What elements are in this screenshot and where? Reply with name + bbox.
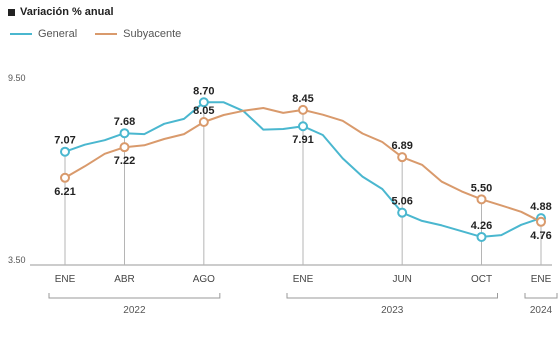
data-label: 4.88 (530, 201, 551, 213)
data-point-subyacente (119, 142, 130, 153)
chart-subtitle: Variación % anual (8, 6, 114, 18)
legend-swatch-subyacente (95, 33, 118, 35)
data-label: 7.07 (54, 135, 75, 147)
data-label: 8.05 (193, 105, 214, 117)
legend: General Subyacente (10, 28, 181, 40)
year-label: 2022 (123, 305, 146, 316)
data-label: 7.68 (114, 116, 135, 128)
data-point-subyacente (298, 104, 308, 115)
legend-label-general: General (38, 28, 78, 40)
data-label: 4.76 (530, 230, 551, 242)
x-tick-label: OCT (471, 274, 492, 285)
x-tick-label: ENE (55, 274, 76, 285)
x-tick-label: ABR (114, 274, 135, 285)
data-label: 6.89 (391, 140, 412, 152)
x-tick-label: ENE (293, 274, 314, 285)
data-label: 7.22 (114, 155, 135, 167)
data-point-subyacente (536, 216, 546, 227)
data-label: 6.21 (54, 186, 75, 198)
year-bracket (524, 293, 558, 299)
data-point-subyacente (60, 172, 70, 183)
data-label: 8.45 (292, 93, 313, 105)
year-bracket (286, 293, 498, 299)
chart-subtitle-text: Variación % anual (20, 6, 114, 18)
data-point-subyacente (476, 194, 487, 205)
data-point-general (198, 97, 209, 108)
data-point-subyacente (397, 152, 408, 163)
y-tick-label: 9.50 (8, 73, 26, 83)
data-label: 8.70 (193, 85, 214, 97)
x-tick-label: JUN (392, 274, 411, 285)
data-label: 4.26 (471, 220, 492, 232)
year-label: 2024 (530, 305, 553, 316)
legend-item-general: General (10, 28, 77, 40)
data-point-general (397, 207, 408, 218)
data-label: 7.91 (292, 134, 313, 146)
data-point-general (119, 128, 130, 139)
data-label: 5.06 (391, 196, 412, 208)
legend-label-subyacente: Subyacente (123, 28, 182, 40)
bullet-square-icon (8, 8, 15, 16)
y-tick-label: 3.50 (8, 255, 26, 265)
x-tick-label: ENE (531, 274, 552, 285)
year-label: 2023 (381, 305, 404, 316)
legend-swatch-general (10, 33, 32, 35)
data-point-general (298, 121, 308, 132)
x-tick-label: AGO (193, 274, 215, 285)
data-point-general (60, 146, 70, 157)
year-bracket (48, 293, 221, 299)
data-point-general (476, 231, 487, 242)
legend-item-subyacente: Subyacente (95, 28, 181, 40)
data-label: 5.50 (471, 182, 492, 194)
data-point-subyacente (198, 116, 209, 127)
